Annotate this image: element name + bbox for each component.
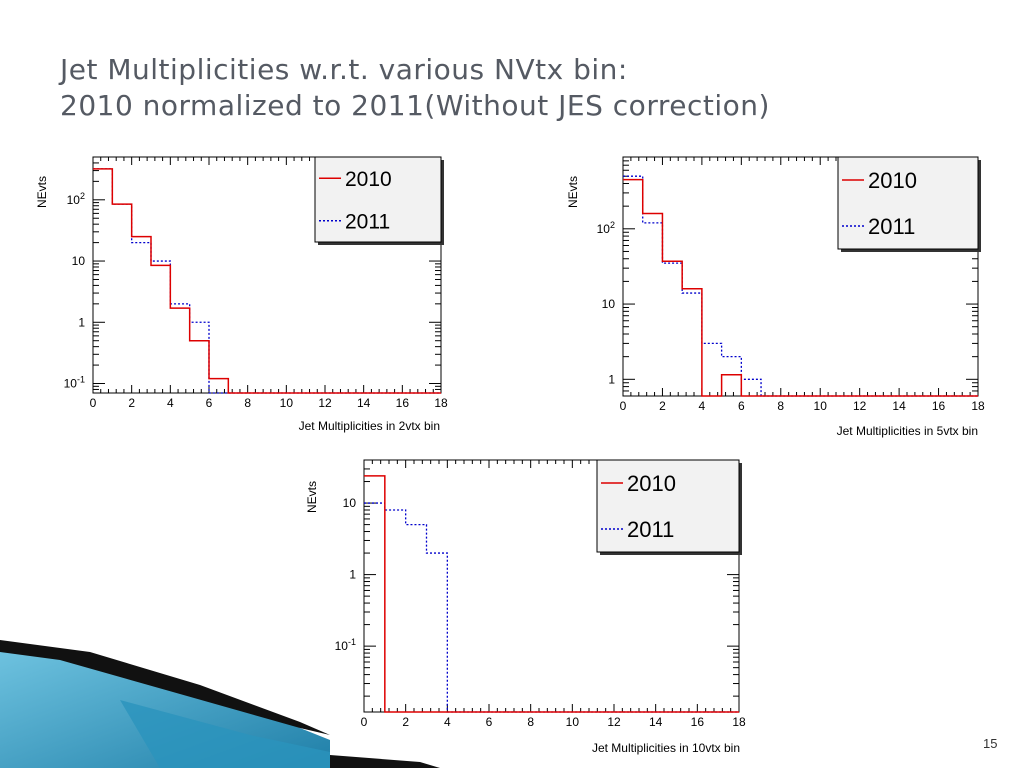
legend-box [314, 156, 442, 243]
slide-title: Jet Multiplicities w.r.t. various NVtx b… [60, 52, 960, 124]
y-tick-base: 10 [597, 222, 611, 236]
y-tick-label: 1 [608, 372, 615, 386]
y-tick-exponent: -1 [348, 637, 356, 647]
legend-box [596, 459, 740, 553]
y-axis-title: NEvts [566, 176, 580, 208]
y-tick-label: 10-1 [64, 375, 85, 391]
x-tick-label: 8 [777, 399, 784, 413]
y-tick-base: 1 [608, 372, 615, 386]
y-tick-label: 10 [343, 496, 357, 510]
series-2010-histogram [623, 178, 978, 397]
x-tick-label: 10 [566, 715, 580, 729]
legend-label-2011: 2011 [345, 210, 390, 233]
legend-label-2011: 2011 [868, 214, 915, 239]
legend-label-2010: 2010 [345, 168, 392, 191]
legend-label-2010: 2010 [868, 168, 917, 193]
x-tick-label: 16 [691, 715, 705, 729]
y-tick-label: 1 [78, 315, 85, 329]
legend-box [837, 156, 979, 250]
y-tick-base: 1 [349, 568, 356, 582]
x-tick-label: 0 [90, 396, 97, 410]
y-tick-label: 102 [597, 220, 615, 236]
x-tick-label: 8 [244, 396, 251, 410]
y-tick-label: 10 [72, 254, 86, 268]
x-tick-label: 0 [361, 715, 368, 729]
y-tick-base: 10 [602, 297, 616, 311]
y-tick-exponent: -1 [77, 375, 85, 385]
x-tick-label: 18 [971, 399, 985, 413]
page-number: 15 [983, 736, 998, 751]
y-tick-exponent: 2 [80, 191, 85, 201]
y-tick-base: 10 [72, 254, 86, 268]
legend-label-2011: 2011 [627, 517, 674, 542]
y-tick-base: 10 [67, 193, 81, 207]
x-tick-label: 14 [892, 399, 906, 413]
x-tick-label: 12 [607, 715, 621, 729]
title-line-1: Jet Multiplicities w.r.t. various NVtx b… [60, 53, 628, 86]
y-tick-label: 102 [67, 191, 85, 207]
x-tick-label: 10 [814, 399, 828, 413]
x-tick-label: 0 [620, 399, 627, 413]
x-axis-title: Jet Multiplicities in 2vtx bin [299, 419, 440, 433]
title-line-2: 2010 normalized to 2011(Without JES corr… [60, 89, 770, 122]
x-tick-label: 18 [434, 396, 448, 410]
x-tick-label: 6 [206, 396, 213, 410]
x-tick-label: 16 [396, 396, 410, 410]
x-tick-label: 4 [699, 399, 706, 413]
x-tick-label: 6 [738, 399, 745, 413]
y-tick-label: 10 [602, 297, 616, 311]
x-tick-label: 8 [527, 715, 534, 729]
x-axis-title: Jet Multiplicities in 10vtx bin [592, 741, 740, 755]
x-tick-label: 12 [318, 396, 332, 410]
y-axis-title: NEvts [35, 176, 49, 208]
x-axis-title: Jet Multiplicities in 5vtx bin [837, 424, 978, 438]
y-tick-base: 10 [335, 639, 349, 653]
x-tick-label: 6 [486, 715, 493, 729]
y-axis-title: NEvts [305, 481, 319, 513]
y-tick-base: 10 [64, 377, 78, 391]
y-tick-label: 1 [349, 568, 356, 582]
legend-label-2010: 2010 [627, 471, 676, 496]
series-2010-histogram [364, 475, 739, 713]
y-tick-base: 1 [78, 315, 85, 329]
y-tick-label: 10-1 [335, 637, 356, 653]
x-tick-label: 14 [357, 396, 371, 410]
x-tick-label: 2 [659, 399, 666, 413]
x-tick-label: 2 [128, 396, 135, 410]
y-tick-base: 10 [343, 496, 357, 510]
y-axis-ticks [364, 459, 739, 697]
x-tick-label: 4 [167, 396, 174, 410]
y-tick-exponent: 2 [610, 220, 615, 230]
x-tick-label: 14 [649, 715, 663, 729]
series-2010-histogram [93, 168, 441, 394]
x-tick-label: 16 [932, 399, 946, 413]
x-tick-label: 12 [853, 399, 867, 413]
x-tick-label: 4 [444, 715, 451, 729]
x-tick-label: 10 [280, 396, 294, 410]
series-2011-histogram [93, 168, 441, 394]
x-tick-label: 18 [732, 715, 746, 729]
x-tick-label: 2 [402, 715, 409, 729]
